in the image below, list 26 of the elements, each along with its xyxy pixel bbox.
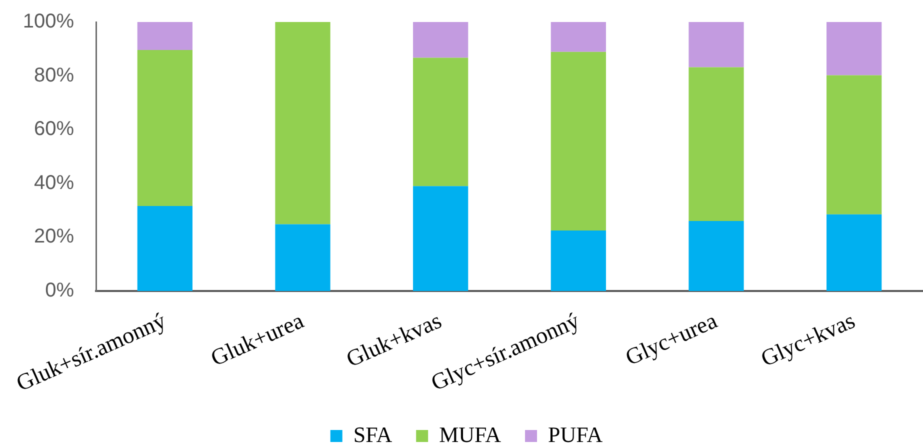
legend-label: MUFA [439, 422, 502, 447]
bar [137, 206, 192, 291]
y-tick-label: 40% [34, 172, 74, 194]
legend-label: SFA [353, 422, 392, 447]
bar [137, 50, 192, 206]
bar [275, 224, 330, 291]
bar [275, 22, 330, 224]
bar [688, 67, 744, 222]
bar [688, 22, 744, 68]
y-tick-label: 80% [34, 64, 74, 86]
y-tick-label: 20% [34, 226, 74, 248]
y-tick-label: 60% [34, 118, 74, 140]
bar [550, 52, 606, 230]
bar [413, 186, 468, 291]
bar [550, 230, 606, 291]
bar [826, 214, 882, 291]
y-tick-label: 100% [22, 10, 74, 33]
legend-label: PUFA [548, 422, 603, 447]
y-tick-label: 0% [45, 280, 74, 302]
bar [550, 22, 606, 52]
bar [137, 22, 192, 50]
bar [413, 22, 468, 58]
bar [826, 22, 882, 76]
bar [826, 75, 882, 214]
bar [688, 221, 744, 291]
bar [413, 58, 468, 186]
